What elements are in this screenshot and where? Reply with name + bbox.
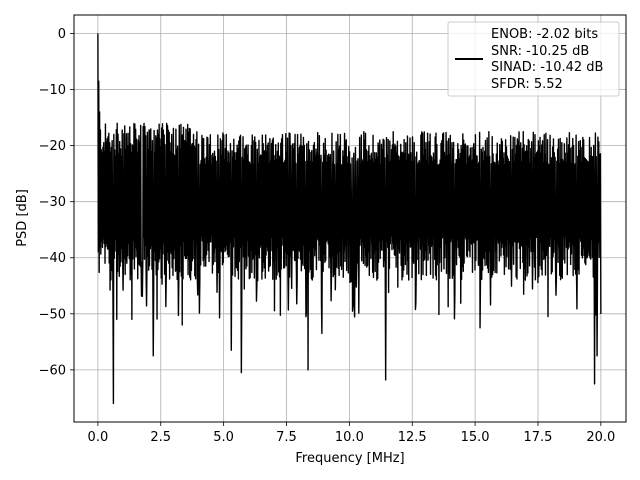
legend-line-enob: ENOB: -2.02 bits <box>491 27 598 42</box>
y-tick-label: −40 <box>39 251 66 266</box>
x-tick-label: 15.0 <box>461 430 490 445</box>
legend-box <box>447 21 620 97</box>
legend-line-sfdr: SFDR: 5.52 <box>491 77 563 92</box>
x-tick-label: 0.0 <box>88 430 109 445</box>
plot-area-frame <box>73 14 627 423</box>
y-tick-label: −30 <box>39 195 66 210</box>
legend-line-snr: SNR: -10.25 dB <box>491 44 589 59</box>
x-axis-label: Frequency [MHz] <box>295 451 404 466</box>
legend-line-sinad: SINAD: -10.42 dB <box>491 60 603 75</box>
psd-series-line <box>97 33 602 405</box>
x-tick-label: 17.5 <box>524 430 553 445</box>
x-axis: 0.0 2.5 5.0 7.5 10.0 12.5 15.0 17.5 20.0 <box>88 422 615 445</box>
x-tick-label: 20.0 <box>586 430 615 445</box>
y-axis-label: PSD [dB] <box>15 189 30 247</box>
x-tick-label: 12.5 <box>398 430 427 445</box>
legend: ENOB: -2.02 bits SNR: -10.25 dB SINAD: -… <box>447 21 620 97</box>
y-tick-label: −50 <box>39 307 66 322</box>
series-layer <box>97 33 602 405</box>
y-tick-label: −10 <box>39 83 66 98</box>
y-tick-label: 0 <box>58 27 66 42</box>
x-tick-label: 7.5 <box>276 430 297 445</box>
x-tick-label: 10.0 <box>335 430 364 445</box>
y-tick-label: −60 <box>39 363 66 378</box>
x-tick-label: 5.0 <box>213 430 234 445</box>
y-axis: 0 −10 −20 −30 −40 −50 −60 <box>39 27 74 378</box>
y-tick-label: −20 <box>39 139 66 154</box>
x-tick-label: 2.5 <box>150 430 171 445</box>
